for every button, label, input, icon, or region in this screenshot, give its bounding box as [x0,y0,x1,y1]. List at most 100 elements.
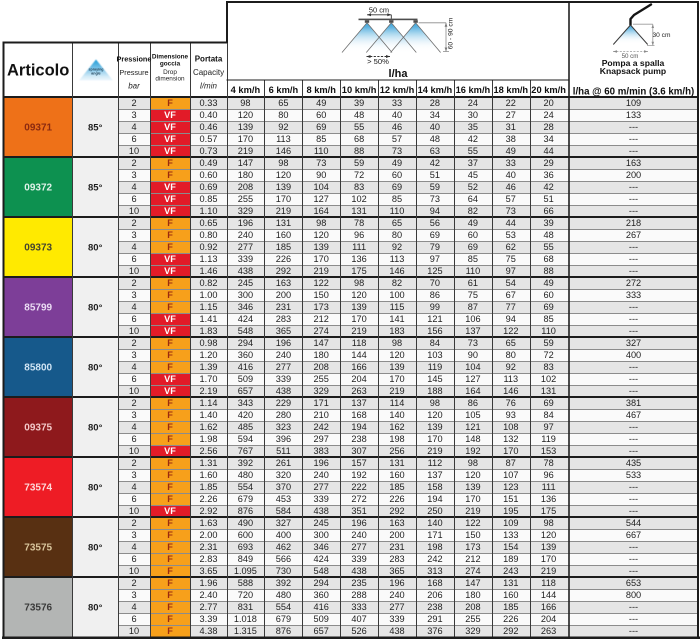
svg-text:24: 24 [468,98,478,108]
svg-text:F: F [167,98,173,108]
svg-text:166: 166 [541,602,556,612]
svg-text:97: 97 [543,422,553,432]
svg-text:113: 113 [276,134,291,144]
svg-text:> 50%: > 50% [367,57,389,66]
svg-text:52: 52 [468,182,478,192]
svg-text:72: 72 [354,170,364,180]
svg-text:146: 146 [503,386,518,396]
svg-text:3: 3 [131,590,136,600]
svg-text:---: --- [629,422,638,432]
svg-text:118: 118 [352,338,367,348]
svg-text:346: 346 [238,302,253,312]
svg-text:292: 292 [503,626,518,636]
svg-text:40: 40 [392,110,402,120]
svg-text:92: 92 [506,362,516,372]
svg-text:Capacity: Capacity [193,68,224,77]
svg-text:---: --- [629,626,638,636]
svg-text:VF: VF [164,266,176,276]
svg-text:35: 35 [468,122,478,132]
svg-text:69: 69 [392,182,402,192]
svg-text:730: 730 [276,566,291,576]
svg-text:139: 139 [427,422,442,432]
svg-text:657: 657 [238,386,253,396]
svg-text:151: 151 [503,494,518,504]
svg-text:F: F [167,542,173,552]
svg-text:339: 339 [238,254,253,264]
svg-text:10: 10 [129,146,139,156]
svg-text:09371: 09371 [24,123,52,134]
svg-text:163: 163 [276,278,291,288]
svg-text:73: 73 [316,158,326,168]
svg-text:VF: VF [164,194,176,204]
svg-text:VF: VF [164,206,176,216]
svg-text:42: 42 [543,182,553,192]
svg-text:170: 170 [238,134,253,144]
svg-text:80: 80 [392,230,402,240]
svg-text:goccia: goccia [160,61,181,68]
svg-text:2: 2 [131,518,136,528]
svg-text:VF: VF [164,254,176,264]
svg-text:653: 653 [626,578,641,588]
svg-text:509: 509 [238,374,253,384]
svg-text:1.96: 1.96 [200,578,218,588]
svg-text:240: 240 [314,470,329,480]
svg-text:4: 4 [131,302,136,312]
svg-text:208: 208 [465,602,480,612]
svg-text:112: 112 [428,458,443,468]
svg-text:1.39: 1.39 [200,362,218,372]
svg-text:219: 219 [238,146,253,156]
svg-text:3: 3 [131,350,136,360]
svg-text:351: 351 [351,506,366,516]
svg-text:34: 34 [543,134,553,144]
svg-text:85799: 85799 [24,303,52,314]
svg-text:0.82: 0.82 [200,278,218,288]
svg-text:294: 294 [314,578,329,588]
svg-text:09375: 09375 [24,423,52,434]
svg-text:533: 533 [626,470,641,480]
svg-text:420: 420 [238,410,253,420]
svg-text:59: 59 [543,338,553,348]
svg-text:77: 77 [506,302,516,312]
svg-text:509: 509 [314,614,329,624]
svg-text:255: 255 [465,614,480,624]
svg-text:F: F [167,530,173,540]
svg-text:263: 263 [351,386,366,396]
svg-text:54: 54 [506,278,516,288]
svg-text:120: 120 [389,350,404,360]
svg-text:554: 554 [238,482,253,492]
svg-text:6: 6 [131,494,136,504]
svg-text:171: 171 [314,398,329,408]
svg-text:75: 75 [506,254,516,264]
svg-text:240: 240 [351,530,366,540]
svg-text:3: 3 [131,470,136,480]
svg-text:120: 120 [427,410,442,420]
svg-text:85800: 85800 [24,363,52,374]
svg-text:94: 94 [430,206,440,216]
svg-text:6: 6 [131,254,136,264]
svg-text:170: 170 [427,434,442,444]
svg-text:113: 113 [503,374,518,384]
svg-text:162: 162 [389,422,404,432]
svg-text:1.31: 1.31 [200,458,218,468]
svg-text:876: 876 [238,506,253,516]
svg-text:F: F [167,602,173,612]
svg-text:146: 146 [389,266,404,276]
svg-text:125: 125 [427,266,442,276]
svg-text:204: 204 [541,614,556,624]
svg-text:85°: 85° [88,123,103,134]
svg-text:584: 584 [276,506,291,516]
svg-text:F: F [167,362,173,372]
svg-text:307: 307 [351,446,366,456]
svg-text:105: 105 [465,410,480,420]
svg-text:10: 10 [129,506,139,516]
svg-text:119: 119 [541,434,556,444]
svg-text:2.26: 2.26 [200,494,218,504]
svg-text:8 km/h: 8 km/h [306,85,336,95]
svg-text:849: 849 [238,554,253,564]
svg-text:200: 200 [389,530,404,540]
svg-text:120: 120 [276,170,291,180]
svg-text:F: F [167,458,173,468]
svg-text:277: 277 [351,542,366,552]
svg-text:68: 68 [354,134,364,144]
svg-text:195: 195 [503,506,518,516]
